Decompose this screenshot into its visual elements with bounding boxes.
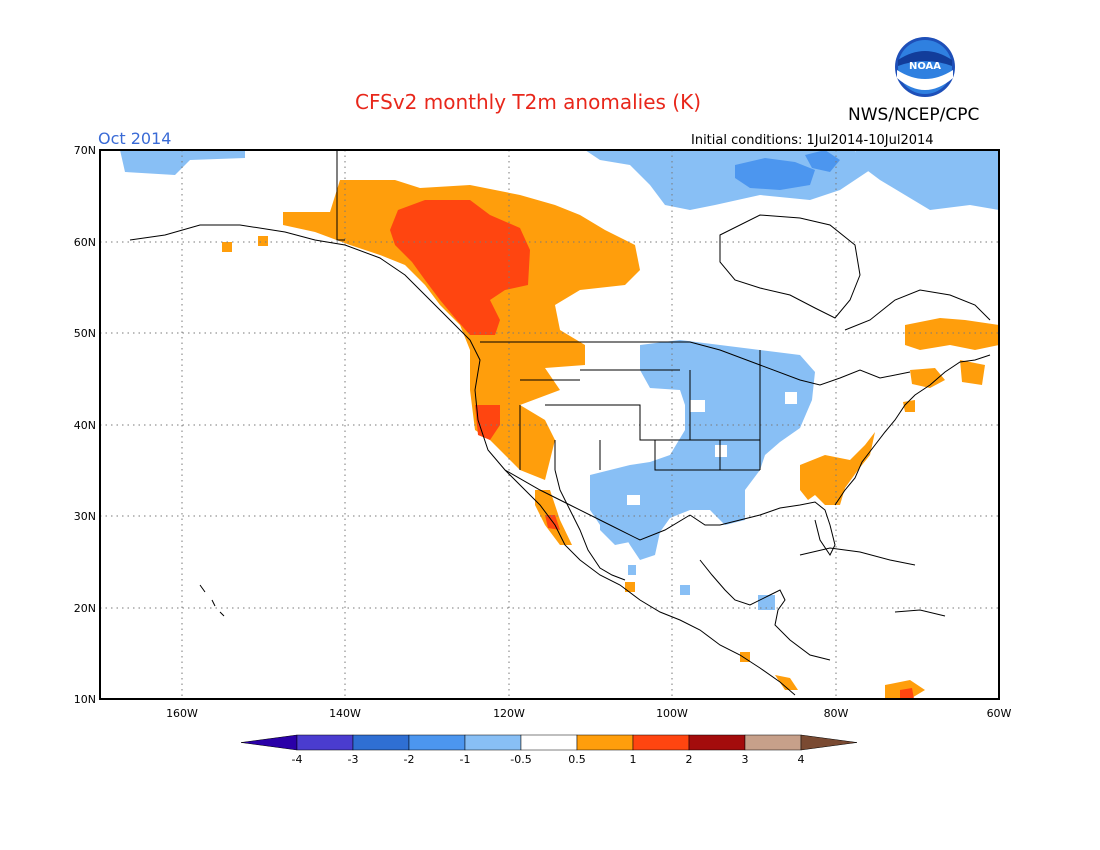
figure-title: CFSv2 monthly T2m anomalies (K) — [355, 90, 701, 114]
colorbar-segment — [576, 734, 634, 751]
country-borders — [336, 150, 911, 541]
lon-label: 80W — [824, 707, 849, 720]
colorbar-max-arrow — [800, 734, 858, 751]
latitude-labels: 70N 60N 50N 40N 30N 20N 10N — [74, 144, 96, 706]
lat-label: 60N — [74, 236, 96, 249]
lon-label: 140W — [329, 707, 361, 720]
noaa-logo-icon: NOAA — [895, 37, 955, 97]
colorbar-min-arrow — [240, 734, 298, 751]
colorbar-tick-label: -3 — [348, 753, 359, 766]
map-gridlines — [100, 150, 999, 699]
lon-label: 100W — [656, 707, 688, 720]
colorbar-tick-label: -1 — [460, 753, 471, 766]
map-border — [99, 149, 1000, 700]
neutral-patches — [627, 392, 797, 505]
colorbar-tick-label: -0.5 — [510, 753, 531, 766]
lat-label: 20N — [74, 602, 96, 615]
lat-label: 40N — [74, 419, 96, 432]
colorbar-tick-label: 1 — [630, 753, 637, 766]
colorbar-segment — [296, 734, 354, 751]
lat-label: 10N — [74, 693, 96, 706]
colorbar-segment — [520, 734, 578, 751]
lon-label: 60W — [987, 707, 1012, 720]
colorbar-segment — [408, 734, 466, 751]
colorbar-tick-label: 3 — [742, 753, 749, 766]
colorbar-tick-label: 4 — [798, 753, 805, 766]
colorbar-tick-label: 0.5 — [568, 753, 586, 766]
colorbar-segment — [744, 734, 802, 751]
colorbar-segment — [632, 734, 690, 751]
colorbar: -4 -3 -2 -1 -0.5 0.5 1 2 3 4 — [240, 734, 858, 766]
warm-anomaly-regions — [222, 180, 999, 699]
colorbar-segment — [352, 734, 410, 751]
anomaly-layer — [120, 150, 999, 699]
colorbar-segment — [464, 734, 522, 751]
colorbar-tick-label: 2 — [686, 753, 693, 766]
lon-label: 120W — [493, 707, 525, 720]
agency-label: NWS/NCEP/CPC — [848, 105, 979, 125]
lat-label: 30N — [74, 510, 96, 523]
month-label: Oct 2014 — [98, 129, 171, 148]
longitude-labels: 160W 140W 120W 100W 80W 60W — [166, 707, 1011, 720]
colorbar-tick-label: -2 — [404, 753, 415, 766]
colorbar-segment — [688, 734, 746, 751]
noaa-logo-text: NOAA — [909, 61, 941, 72]
colorbar-tick-label: -4 — [292, 753, 303, 766]
lon-label: 160W — [166, 707, 198, 720]
lat-label: 50N — [74, 327, 96, 340]
initial-conditions: Initial conditions: 1Jul2014-10Jul2014 — [691, 133, 934, 148]
map — [99, 149, 1000, 700]
lat-label: 70N — [74, 144, 96, 157]
stronger-cool-regions — [735, 150, 840, 190]
